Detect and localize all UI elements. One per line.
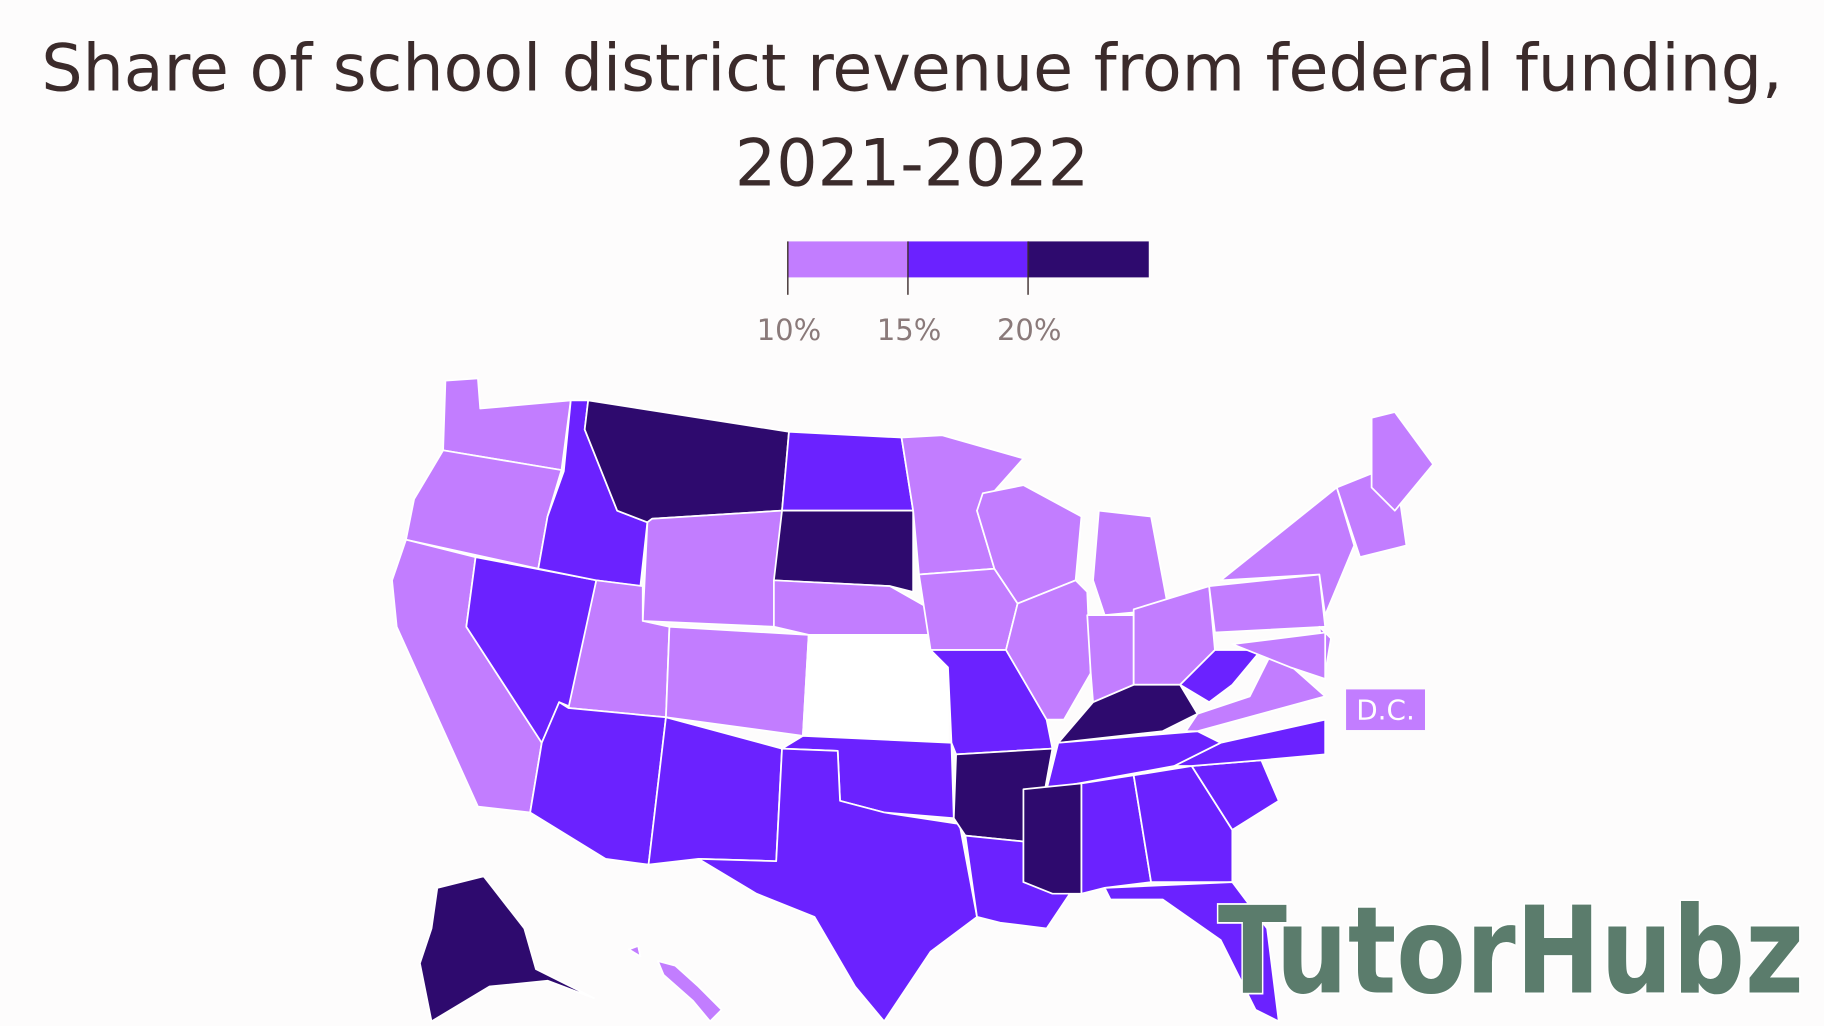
state [1022,782,1083,895]
state [529,701,667,866]
dc-box [1346,689,1425,731]
state [627,945,642,958]
state [1005,579,1092,721]
state [773,509,915,593]
state [1370,411,1434,512]
state [697,747,978,1023]
state [1208,573,1327,634]
title: Share of school district revenue from fe… [41,32,1782,107]
state [802,633,949,744]
legend-tick-label: 10% [757,313,821,347]
legend-swatch [907,241,1029,278]
state [1219,486,1356,617]
legend-swatch [787,241,909,278]
map [391,377,1434,1023]
legend-tick-label: 20% [997,313,1061,347]
legend-swatch [1028,241,1149,278]
state [665,625,810,737]
state [1231,631,1327,680]
title: 2021-2022 [735,127,1089,202]
state [1080,774,1152,895]
state [647,716,783,866]
state [1179,649,1263,704]
legend: 10% 15% 20% [757,241,1149,347]
state [781,430,915,512]
state [656,960,723,1023]
state [1092,509,1170,617]
legend-tick-label: 15% [877,313,941,347]
state [1132,765,1234,883]
state [641,509,783,628]
watermark: TutorHubz [1218,881,1804,1021]
state [583,399,790,524]
state [1173,718,1327,767]
state [1103,881,1280,1023]
dc-label: D.C. [1356,694,1415,727]
state [419,875,595,1023]
